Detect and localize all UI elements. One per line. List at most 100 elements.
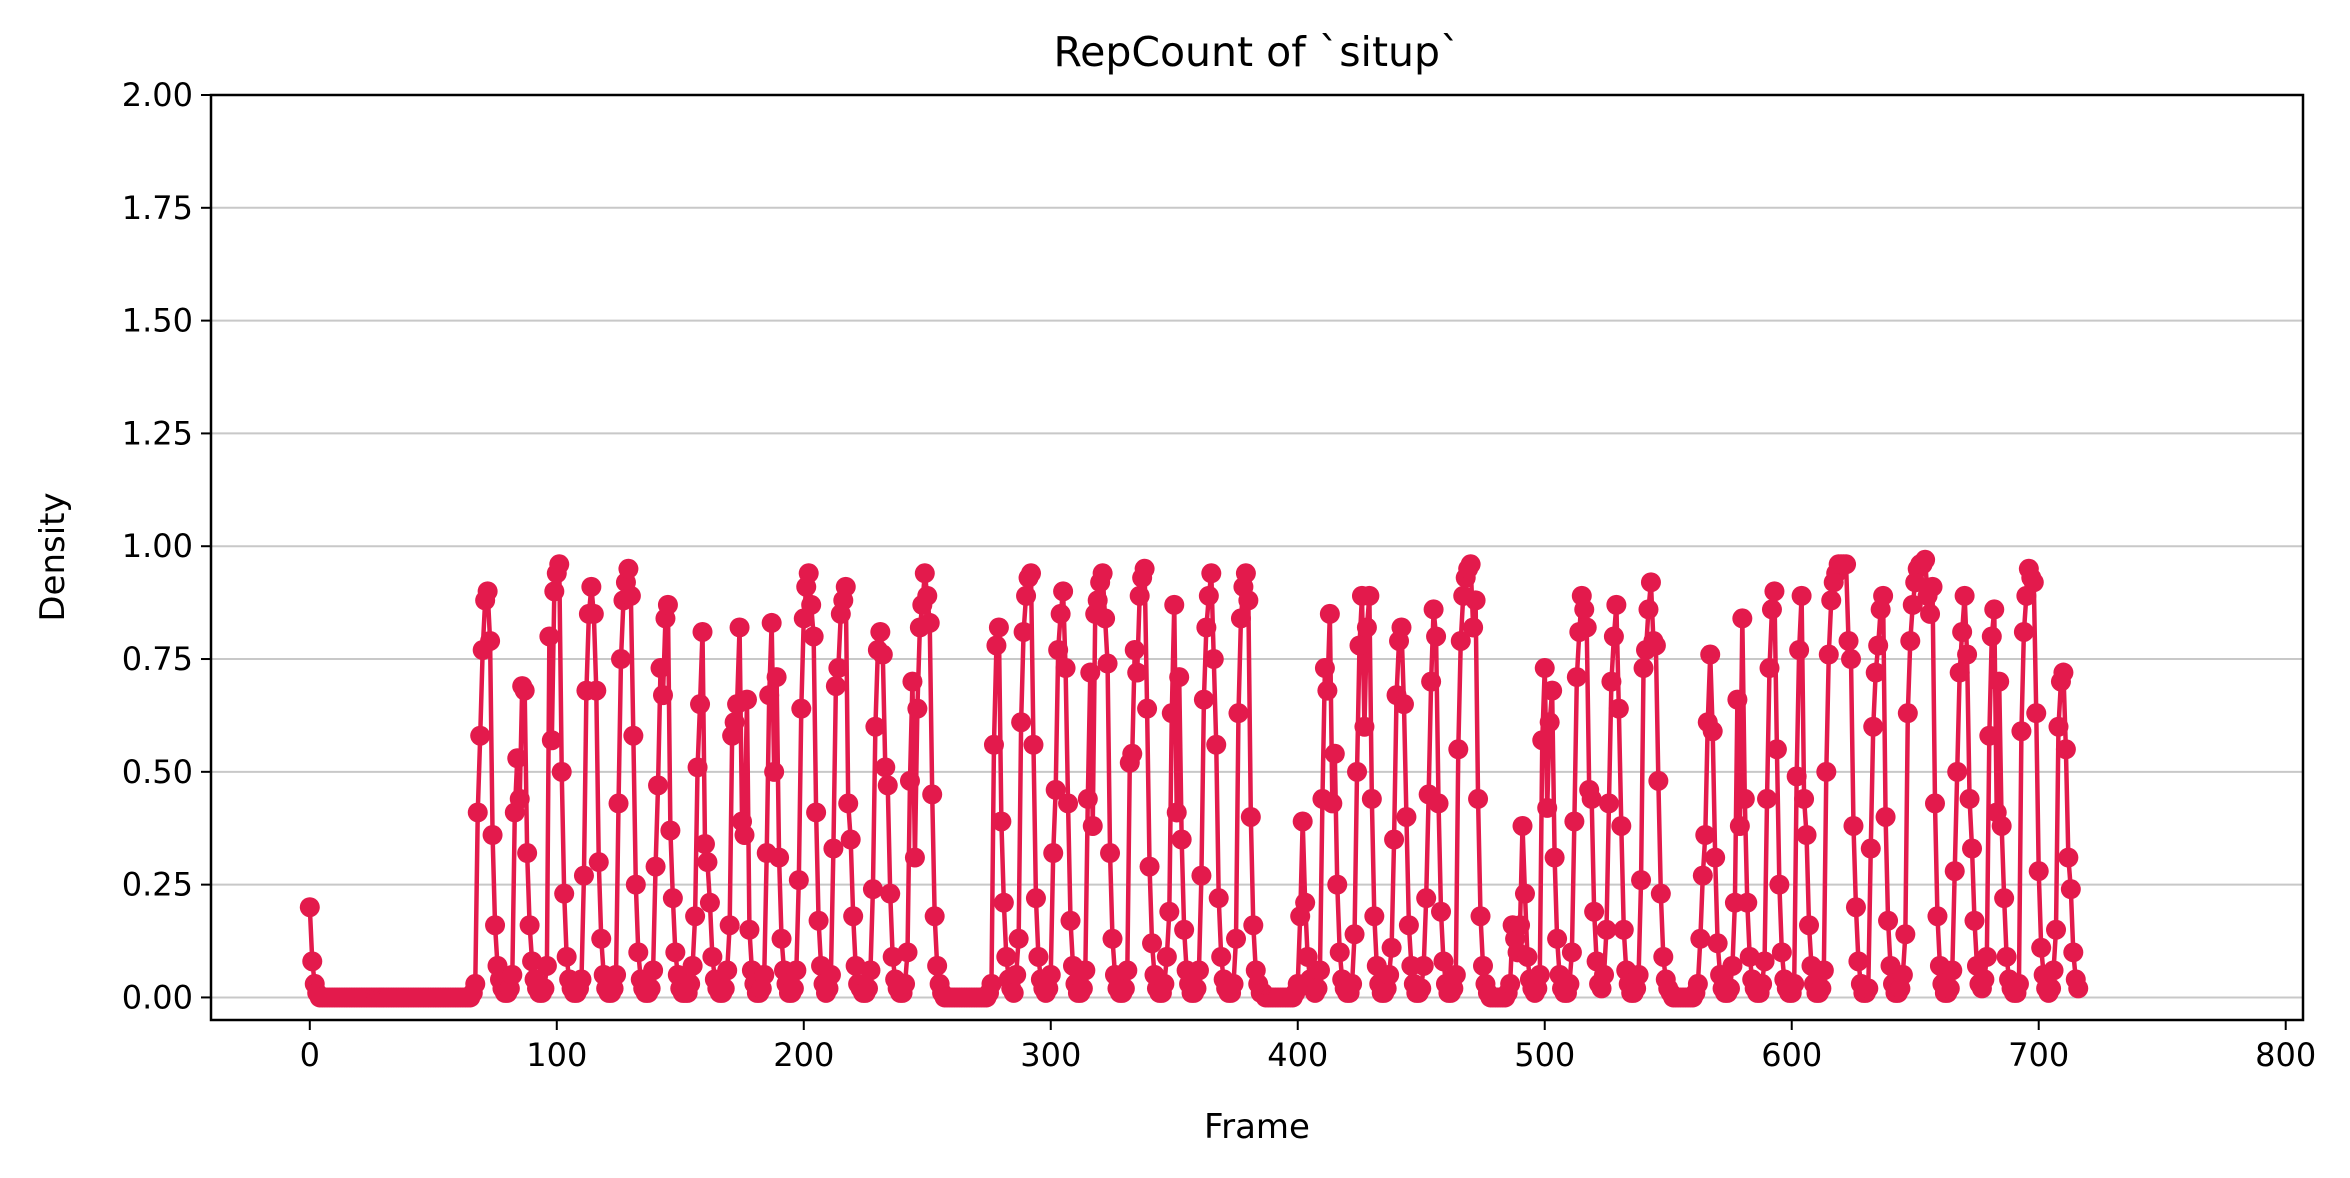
data-point (1613, 919, 1634, 940)
data-point (1324, 743, 1345, 764)
data-point (1529, 964, 1550, 985)
data-point (1448, 739, 1469, 760)
data-point (1638, 599, 1659, 620)
data-point (1223, 973, 1244, 994)
data-point (788, 870, 809, 891)
data-point (1539, 712, 1560, 733)
data-point (1510, 915, 1531, 936)
data-point (643, 960, 664, 981)
data-point (983, 734, 1004, 755)
data-point (1924, 793, 1945, 814)
data-point (1396, 806, 1417, 827)
data-point (1329, 942, 1350, 963)
data-point (1596, 919, 1617, 940)
data-point (2011, 721, 2032, 742)
data-point (625, 874, 646, 895)
data-point (2058, 847, 2079, 868)
data-point (2046, 919, 2067, 940)
x-axis: 0 100 200 300 400 500 600 700 800 (300, 1020, 2316, 1074)
data-point (1947, 761, 1968, 782)
data-point (1139, 856, 1160, 877)
data-point (1421, 671, 1442, 692)
data-point (1922, 576, 1943, 597)
y-tick-label: 2.00 (122, 76, 193, 114)
x-tick-label: 100 (526, 1036, 587, 1074)
data-point (1327, 874, 1348, 895)
data-point (467, 802, 488, 823)
data-point (865, 716, 886, 737)
data-point (1734, 788, 1755, 809)
data-point (1848, 951, 1869, 972)
data-point (652, 685, 673, 706)
x-tick-label: 0 (300, 1036, 320, 1074)
data-point (803, 626, 824, 647)
data-point (922, 784, 943, 805)
data-point (1648, 770, 1669, 791)
data-point (1702, 721, 1723, 742)
data-point (1900, 630, 1921, 651)
data-point (573, 865, 594, 886)
data-point (991, 811, 1012, 832)
data-point (806, 802, 827, 823)
data-point (692, 621, 713, 642)
data-point (771, 928, 792, 949)
data-point (1391, 617, 1412, 638)
data-point (536, 955, 557, 976)
y-tick-label: 0.00 (122, 978, 193, 1016)
data-point (1124, 640, 1145, 660)
data-point (514, 680, 535, 701)
data-point (1297, 946, 1318, 967)
data-point (1349, 635, 1370, 656)
data-point (477, 581, 498, 602)
data-point (1006, 964, 1027, 985)
data-point (1092, 563, 1113, 584)
data-point (1868, 635, 1889, 656)
data-point (1416, 888, 1437, 909)
data-point (729, 617, 750, 638)
data-point (1759, 658, 1780, 679)
data-point (1769, 874, 1790, 895)
data-point (682, 955, 703, 976)
data-point (1043, 843, 1064, 864)
data-point (1537, 797, 1558, 818)
data-point (1129, 585, 1150, 606)
data-point (907, 698, 928, 719)
data-point (1206, 734, 1227, 755)
data-point (1164, 594, 1185, 615)
data-point (1134, 558, 1155, 579)
data-point (835, 576, 856, 597)
data-point (699, 892, 720, 913)
data-point (1843, 815, 1864, 836)
data-point (791, 698, 812, 719)
y-tick-label: 1.00 (122, 527, 193, 565)
data-point (1309, 960, 1330, 981)
data-point (754, 964, 775, 985)
data-point (872, 644, 893, 665)
x-axis-title: Frame (1204, 1107, 1310, 1147)
data-point (1154, 973, 1175, 994)
data-point (1757, 788, 1778, 809)
data-point (1463, 617, 1484, 638)
data-point (1687, 973, 1708, 994)
data-point (1574, 599, 1595, 620)
data-point (1342, 973, 1363, 994)
x-tick-label: 300 (1020, 1036, 1081, 1074)
data-point (1650, 883, 1671, 904)
data-point (1984, 599, 2005, 620)
data-point (556, 946, 577, 967)
data-point (1601, 671, 1622, 692)
data-point (1863, 716, 1884, 737)
data-point (2041, 978, 2062, 999)
data-point (1722, 955, 1743, 976)
data-point (1915, 549, 1936, 570)
y-axis: 0.00 0.25 0.50 0.75 1.00 1.25 1.50 1.75 2.00 (122, 76, 211, 1016)
data-point (798, 563, 819, 584)
data-point (1514, 883, 1535, 904)
x-tick-label: 600 (1761, 1036, 1822, 1074)
data-point (1025, 888, 1046, 909)
data-point (1564, 811, 1585, 832)
data-point (581, 576, 602, 597)
data-point (608, 793, 629, 814)
data-point (1364, 906, 1385, 927)
